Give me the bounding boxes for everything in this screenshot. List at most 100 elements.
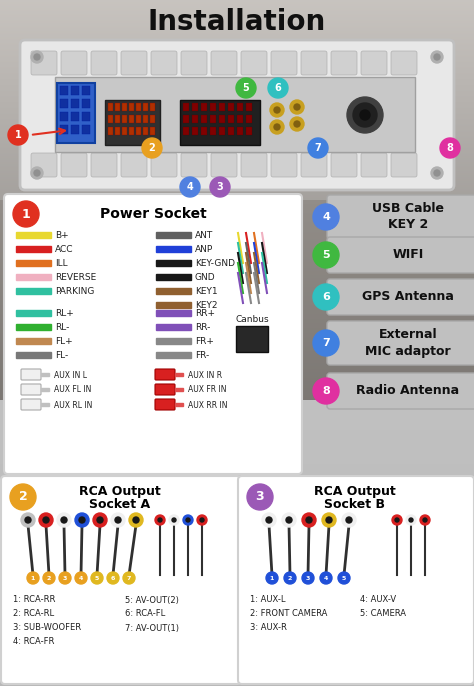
Bar [0, 476, 474, 477]
Text: USB Cable: USB Cable [372, 202, 444, 215]
Bar [0, 306, 474, 307]
FancyBboxPatch shape [91, 51, 117, 75]
Bar [0, 162, 474, 163]
Bar [0, 684, 474, 685]
Bar [210, 127, 216, 135]
Bar [0, 290, 474, 291]
Bar [0, 362, 474, 363]
Bar [122, 103, 127, 111]
Bar [0, 550, 474, 551]
Circle shape [360, 110, 370, 120]
Bar [0, 246, 474, 247]
Text: FR+: FR+ [195, 337, 214, 346]
Bar [0, 207, 474, 208]
Bar [0, 301, 474, 302]
Bar [0, 489, 474, 490]
Bar [0, 521, 474, 522]
Bar [0, 192, 474, 193]
Bar [0, 535, 474, 536]
Bar [0, 78, 474, 79]
Bar [0, 519, 474, 520]
Bar [0, 81, 474, 82]
Bar [0, 350, 474, 351]
Bar [0, 635, 474, 636]
Bar [0, 438, 474, 439]
Bar [0, 64, 474, 65]
Text: KEY1: KEY1 [195, 287, 218, 296]
FancyBboxPatch shape [61, 153, 87, 177]
Bar [0, 60, 474, 61]
Bar [0, 549, 474, 550]
Circle shape [57, 513, 71, 527]
Bar [0, 359, 474, 360]
Bar [0, 393, 474, 394]
Bar [0, 636, 474, 637]
Bar [150, 127, 155, 135]
Bar [0, 74, 474, 75]
Bar [0, 327, 474, 328]
Text: B+: B+ [55, 231, 69, 240]
Circle shape [158, 518, 162, 522]
Bar [0, 293, 474, 294]
FancyBboxPatch shape [181, 51, 207, 75]
Bar [0, 67, 474, 68]
Bar [0, 573, 474, 574]
Bar [246, 103, 252, 111]
Bar [0, 238, 474, 239]
Bar [0, 433, 474, 434]
Bar [0, 466, 474, 467]
Bar [0, 531, 474, 532]
Bar [0, 148, 474, 149]
Bar [0, 110, 474, 111]
Bar [0, 467, 474, 468]
Bar [0, 184, 474, 185]
Bar [0, 186, 474, 187]
Circle shape [129, 513, 143, 527]
Circle shape [313, 242, 339, 268]
Bar [108, 103, 113, 111]
Bar [0, 552, 474, 553]
Bar [57, 83, 95, 143]
Bar [0, 269, 474, 270]
Bar [0, 198, 474, 199]
Bar [0, 307, 474, 308]
Bar [0, 361, 474, 362]
Bar [0, 369, 474, 370]
Bar [0, 394, 474, 395]
Bar [0, 19, 474, 20]
Bar [0, 144, 474, 145]
Circle shape [353, 103, 377, 127]
Circle shape [111, 513, 125, 527]
Bar [0, 594, 474, 595]
Bar [0, 235, 474, 236]
Circle shape [270, 120, 284, 134]
Bar [0, 374, 474, 375]
Circle shape [59, 572, 71, 584]
Bar [0, 381, 474, 382]
Bar [0, 537, 474, 538]
Text: 1: 1 [15, 130, 21, 140]
Bar [0, 106, 474, 107]
Bar [0, 678, 474, 679]
Bar [0, 429, 474, 430]
Text: AUX RL IN: AUX RL IN [54, 401, 92, 410]
Bar [0, 545, 474, 546]
Bar [0, 639, 474, 640]
Circle shape [186, 518, 190, 522]
Bar [0, 126, 474, 127]
Text: 2: 2 [149, 143, 155, 153]
Circle shape [313, 378, 339, 404]
Bar [82, 112, 90, 121]
Bar [0, 363, 474, 364]
Bar [0, 503, 474, 504]
Bar [0, 356, 474, 357]
Bar [0, 422, 474, 423]
Bar [82, 125, 90, 134]
FancyBboxPatch shape [21, 369, 41, 380]
Bar [71, 86, 79, 95]
Bar [0, 119, 474, 120]
Bar [0, 272, 474, 273]
Bar [0, 463, 474, 464]
Text: PARKING: PARKING [55, 287, 94, 296]
Bar [0, 260, 474, 261]
